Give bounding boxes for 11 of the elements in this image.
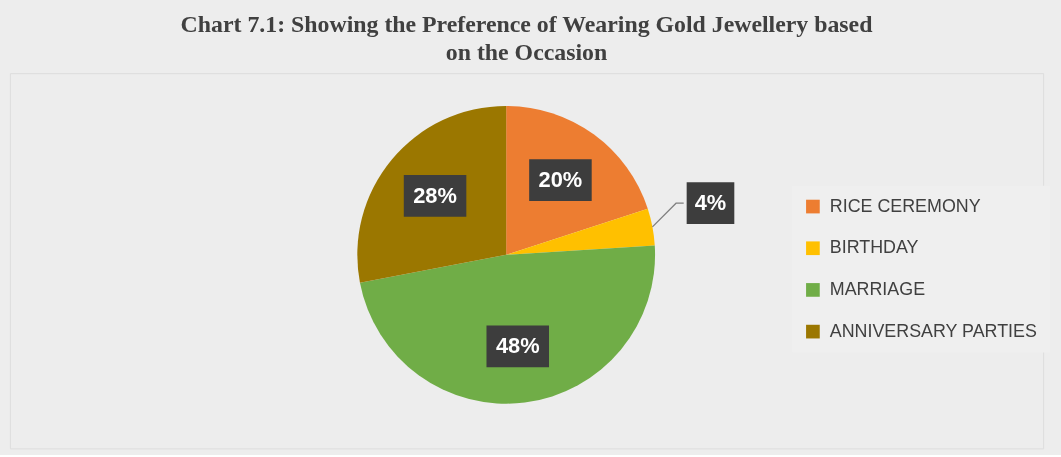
legend-label: BIRTHDAY (829, 237, 919, 258)
legend-label: MARRIAGE (829, 278, 926, 299)
data-label: 48% (495, 333, 540, 359)
legend-label: RICE CEREMONY (829, 195, 981, 216)
pie-slice (359, 245, 655, 404)
pie-slice (506, 208, 655, 255)
data-label: 28% (413, 182, 457, 208)
legend-label: ANNIVERSARY PARTIES (829, 320, 1037, 341)
chart-title: Chart 7.1: Showing the Preference of Wearing Gold Jewellery based on the Occasion (180, 11, 873, 66)
data-label: 4% (694, 190, 727, 216)
data-label: 20% (538, 167, 583, 193)
